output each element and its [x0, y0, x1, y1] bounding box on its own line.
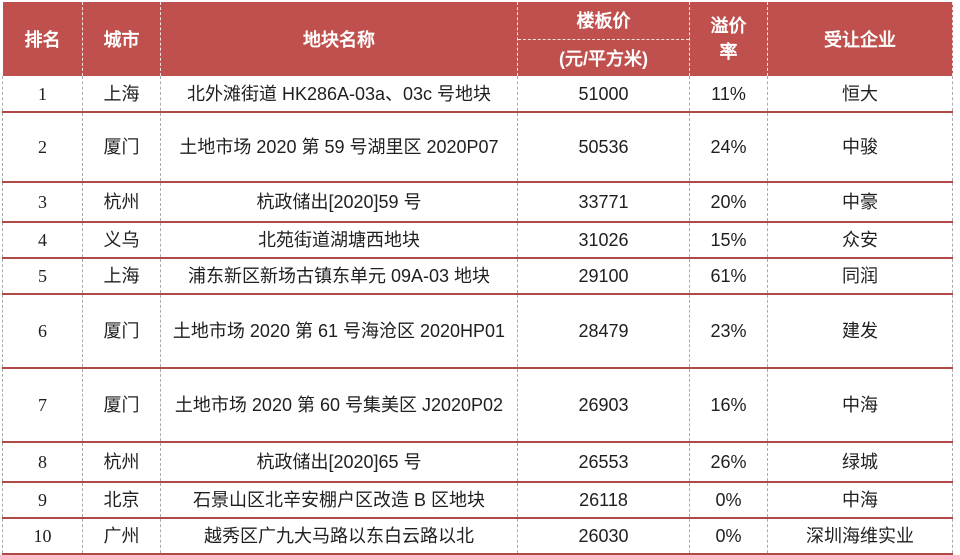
cell-premium-rate: 26% [689, 442, 768, 483]
cell-premium-rate: 15% [689, 222, 768, 259]
cell-plot-name: 北苑街道湖塘西地块 [160, 222, 518, 259]
cell-floor-price: 26553 [517, 442, 690, 483]
cell-rank: 6 [2, 294, 83, 369]
cell-rank: 5 [2, 258, 83, 295]
cell-premium-rate: 0% [689, 518, 768, 555]
cell-floor-price: 28479 [517, 294, 690, 369]
table-row: 1 上海 北外滩街道 HK286A-03a、03c 号地块 51000 11% … [2, 76, 953, 113]
cell-plot-name: 土地市场 2020 第 61 号海沧区 2020HP01 [160, 294, 518, 369]
cell-plot-name: 石景山区北辛安棚户区改造 B 区地块 [160, 482, 518, 519]
col-header-buyer: 受让企业 [767, 2, 953, 76]
table-row: 7 厦门 土地市场 2020 第 60 号集美区 J2020P02 26903 … [2, 368, 953, 443]
cell-city: 厦门 [82, 368, 161, 443]
table-row: 10 广州 越秀区广九大马路以东白云路以北 26030 0% 深圳海维实业 [2, 518, 953, 555]
cell-rank: 2 [2, 112, 83, 183]
col-header-plot-name: 地块名称 [160, 2, 518, 76]
col-header-rank: 排名 [2, 2, 83, 76]
table-row: 4 义乌 北苑街道湖塘西地块 31026 15% 众安 [2, 222, 953, 259]
premium-rate-label-line1: 溢价 [710, 16, 747, 36]
table-row: 6 厦门 土地市场 2020 第 61 号海沧区 2020HP01 28479 … [2, 294, 953, 369]
cell-floor-price: 51000 [517, 76, 690, 113]
cell-rank: 8 [2, 442, 83, 483]
cell-buyer: 建发 [767, 294, 953, 369]
cell-plot-name: 越秀区广九大马路以东白云路以北 [160, 518, 518, 555]
cell-city: 广州 [82, 518, 161, 555]
cell-buyer: 恒大 [767, 76, 953, 113]
cell-premium-rate: 24% [689, 112, 768, 183]
cell-city: 厦门 [82, 294, 161, 369]
cell-rank: 9 [2, 482, 83, 519]
cell-floor-price: 33771 [517, 182, 690, 223]
cell-rank: 4 [2, 222, 83, 259]
cell-city: 杭州 [82, 442, 161, 483]
header-row: 排名 城市 地块名称 楼板价 (元/平方米) 溢价 率 受让企业 [2, 2, 953, 77]
table-row: 3 杭州 杭政储出[2020]59 号 33771 20% 中豪 [2, 182, 953, 223]
col-header-premium-rate: 溢价 率 [689, 2, 768, 76]
cell-city: 北京 [82, 482, 161, 519]
cell-city: 上海 [82, 76, 161, 113]
cell-premium-rate: 11% [689, 76, 768, 113]
cell-buyer: 绿城 [767, 442, 953, 483]
cell-city: 厦门 [82, 112, 161, 183]
cell-floor-price: 29100 [517, 258, 690, 295]
cell-plot-name: 浦东新区新场古镇东单元 09A-03 地块 [160, 258, 518, 295]
cell-rank: 10 [2, 518, 83, 555]
cell-buyer: 中豪 [767, 182, 953, 223]
cell-rank: 1 [2, 76, 83, 113]
table-row: 9 北京 石景山区北辛安棚户区改造 B 区地块 26118 0% 中海 [2, 482, 953, 519]
cell-city: 义乌 [82, 222, 161, 259]
cell-plot-name: 土地市场 2020 第 60 号集美区 J2020P02 [160, 368, 518, 443]
cell-rank: 3 [2, 182, 83, 223]
table-row: 5 上海 浦东新区新场古镇东单元 09A-03 地块 29100 61% 同润 [2, 258, 953, 295]
cell-floor-price: 26030 [517, 518, 690, 555]
cell-buyer: 中海 [767, 368, 953, 443]
cell-floor-price: 31026 [517, 222, 690, 259]
premium-rate-label-line2: 率 [719, 42, 738, 62]
cell-premium-rate: 20% [689, 182, 768, 223]
cell-premium-rate: 16% [689, 368, 768, 443]
cell-plot-name: 杭政储出[2020]59 号 [160, 182, 518, 223]
cell-plot-name: 土地市场 2020 第 59 号湖里区 2020P07 [160, 112, 518, 183]
cell-rank: 7 [2, 368, 83, 443]
floor-price-label: 楼板价 [576, 11, 631, 32]
cell-floor-price: 50536 [517, 112, 690, 183]
cell-plot-name: 杭政储出[2020]65 号 [160, 442, 518, 483]
floor-price-unit-label: (元/平方米) [518, 38, 689, 77]
col-header-city: 城市 [82, 2, 161, 76]
cell-premium-rate: 0% [689, 482, 768, 519]
cell-buyer: 众安 [767, 222, 953, 259]
table-row: 2 厦门 土地市场 2020 第 59 号湖里区 2020P07 50536 2… [2, 112, 953, 183]
cell-premium-rate: 61% [689, 258, 768, 295]
cell-buyer: 中海 [767, 482, 953, 519]
cell-floor-price: 26118 [517, 482, 690, 519]
cell-floor-price: 26903 [517, 368, 690, 443]
cell-city: 杭州 [82, 182, 161, 223]
col-header-floor-price: 楼板价 (元/平方米) [517, 2, 690, 77]
cell-city: 上海 [82, 258, 161, 295]
cell-plot-name: 北外滩街道 HK286A-03a、03c 号地块 [160, 76, 518, 113]
cell-buyer: 中骏 [767, 112, 953, 183]
cell-premium-rate: 23% [689, 294, 768, 369]
table-row: 8 杭州 杭政储出[2020]65 号 26553 26% 绿城 [2, 442, 953, 483]
cell-buyer: 同润 [767, 258, 953, 295]
cell-buyer: 深圳海维实业 [767, 518, 953, 555]
